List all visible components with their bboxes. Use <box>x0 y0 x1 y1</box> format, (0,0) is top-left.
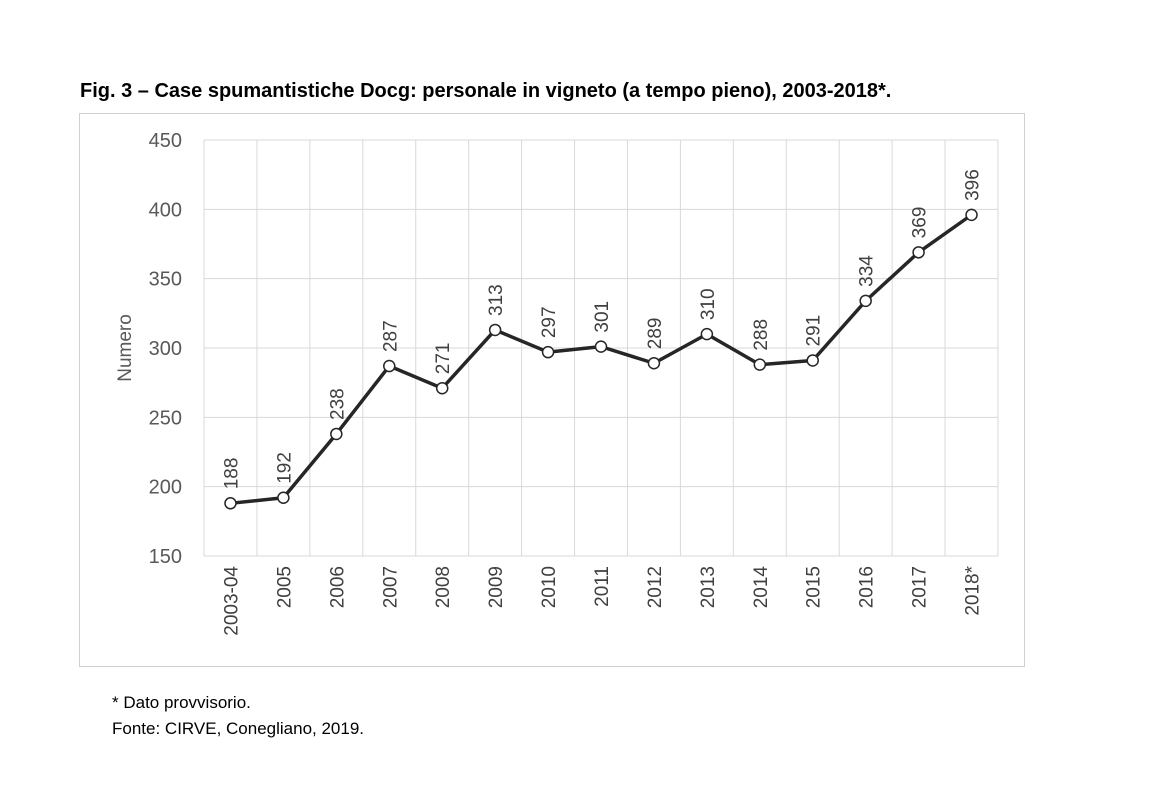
footnote-provisional: * Dato provvisorio. <box>112 693 251 712</box>
y-tick-label: 150 <box>149 546 182 568</box>
y-tick-label: 200 <box>149 477 182 499</box>
x-tick-label: 2007 <box>380 566 401 608</box>
data-point <box>700 327 714 341</box>
data-label: 334 <box>857 255 878 287</box>
x-tick-label: 2018* <box>963 565 984 615</box>
data-label: 301 <box>592 301 613 333</box>
x-tick-label: 2013 <box>698 566 719 608</box>
data-label: 271 <box>433 343 454 375</box>
x-tick-label: 2014 <box>751 566 772 609</box>
data-point <box>541 345 555 359</box>
y-axis-label: Numero <box>115 314 136 382</box>
data-point <box>912 246 925 259</box>
y-tick-label: 350 <box>149 269 182 291</box>
data-label: 288 <box>751 319 772 351</box>
data-label: 396 <box>963 169 984 201</box>
y-tick-label: 250 <box>149 407 182 429</box>
data-label: 369 <box>910 207 931 239</box>
x-tick-label: 2015 <box>804 566 825 608</box>
data-label: 287 <box>380 320 401 352</box>
data-point <box>488 323 502 337</box>
data-point <box>859 294 872 308</box>
x-tick-label: 2010 <box>539 566 560 608</box>
data-point <box>383 359 396 373</box>
data-label: 188 <box>221 458 242 490</box>
x-tick-label: 2011 <box>592 566 613 607</box>
data-point <box>224 497 237 510</box>
x-tick-label: 2009 <box>486 566 507 608</box>
chart-title: Fig. 3 – Case spumantistiche Docg: perso… <box>80 80 892 102</box>
footnote-source: Fonte: CIRVE, Conegliano, 2019. <box>112 719 365 738</box>
data-label: 238 <box>327 388 348 420</box>
data-label: 291 <box>804 315 825 347</box>
y-tick-label: 400 <box>149 199 182 221</box>
data-point <box>277 491 290 505</box>
x-tick-label: 2003-04 <box>221 566 242 636</box>
data-label: 313 <box>486 284 507 316</box>
data-point <box>594 340 608 353</box>
x-tick-label: 2012 <box>645 566 666 608</box>
x-tick-label: 2005 <box>274 566 295 608</box>
data-point <box>753 358 767 371</box>
x-tick-label: 2008 <box>433 566 454 608</box>
data-point <box>806 354 819 367</box>
data-point <box>330 427 343 441</box>
data-label: 192 <box>274 452 295 484</box>
data-label: 310 <box>698 288 719 320</box>
data-point <box>965 208 978 222</box>
x-tick-label: 2006 <box>327 566 348 608</box>
chart-frame <box>79 113 1025 667</box>
y-tick-label: 300 <box>149 338 182 360</box>
data-label: 297 <box>539 306 560 338</box>
x-tick-label: 2016 <box>857 566 878 608</box>
x-tick-label: 2017 <box>910 566 931 608</box>
y-tick-label: 450 <box>149 130 182 152</box>
data-label: 289 <box>645 318 666 350</box>
data-point <box>435 381 449 395</box>
data-point <box>647 357 661 370</box>
